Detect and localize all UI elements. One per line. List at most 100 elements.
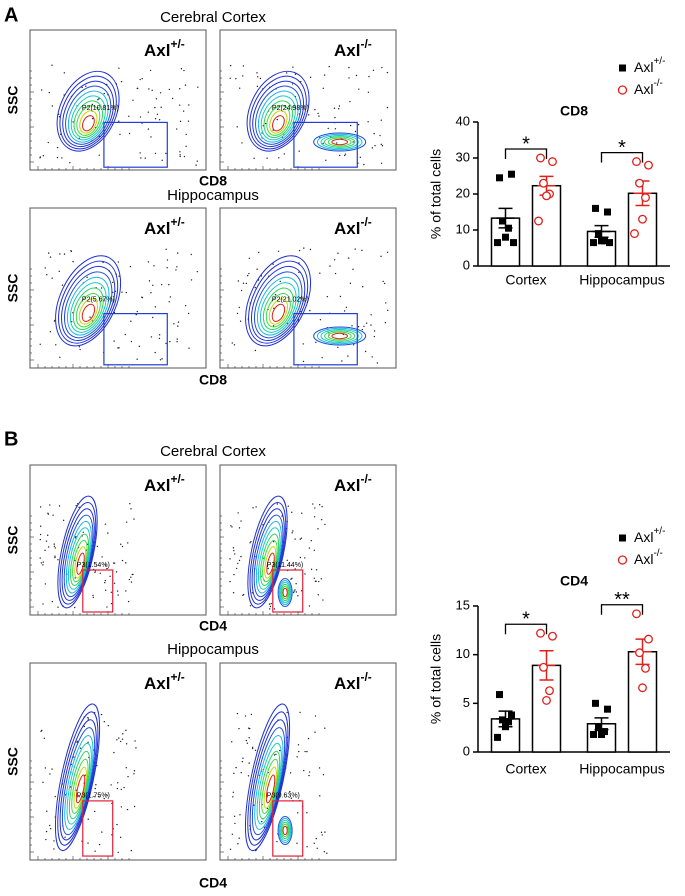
event-dot [294,73,297,75]
event-dot [232,547,235,549]
event-dot [333,107,336,109]
event-dot [381,145,384,147]
event-dot [247,727,250,729]
event-dot [242,65,245,67]
plot-frame [29,29,207,171]
event-dot [355,74,358,77]
event-dot [373,330,376,332]
event-dot [133,773,135,775]
event-dot [347,257,350,259]
event-dot [87,842,89,844]
event-dot [63,253,66,255]
event-dot [298,150,300,152]
contour [248,260,309,344]
plot-frame [219,464,397,616]
event-dot [125,521,128,523]
event-dot [326,852,328,854]
event-dot [235,78,237,80]
event-dot [349,124,352,127]
event-dot [166,259,169,261]
data-point [590,239,597,247]
event-dot [64,836,66,838]
event-dot [39,533,42,536]
event-dot [179,104,181,106]
event-dot [176,266,178,268]
data-point [505,718,512,726]
event-dot [343,310,346,312]
event-dot [231,342,233,344]
contour [266,105,291,136]
data-point [508,170,515,178]
plot-frame [29,662,207,861]
genotype-label-sup: +/- [170,472,184,486]
event-dot [230,525,232,527]
event-dot [269,605,272,608]
event-dot [44,583,47,585]
contour [278,579,292,606]
gate-label: P2(24.98%) [272,105,309,112]
event-dot [130,849,133,852]
event-dot [83,725,86,728]
event-dot [176,338,178,340]
event-dot [294,568,296,570]
event-dot [135,313,137,316]
event-dot [119,740,122,743]
event-dot [364,350,367,353]
event-dot [155,98,158,100]
event-dot [188,347,190,349]
data-point [598,237,605,245]
event-dot [278,157,280,159]
event-dot [118,275,120,277]
event-dot [294,589,296,591]
event-dot [267,567,269,570]
contour [324,136,356,148]
event-dot [105,564,107,566]
event-dot [121,559,124,562]
event-dot [87,716,89,719]
genotype-label: Axl-/- [334,472,372,495]
contour [256,742,282,825]
event-dot [152,284,154,287]
event-dot [277,250,280,252]
event-dot [85,85,87,87]
event-dot [315,341,317,344]
event-dot [52,514,54,516]
event-dot [49,827,52,830]
event-dot [94,571,96,574]
event-dot [349,100,351,103]
event-dot [49,824,51,827]
event-dot [130,576,132,578]
contour [262,539,278,583]
event-dot [266,157,268,159]
event-dot [161,159,163,162]
event-dot [256,72,258,74]
contour [264,546,277,579]
event-dot [154,152,157,155]
event-dot [357,325,360,328]
event-dot [45,830,48,833]
event-dot [74,577,76,579]
data-point [499,217,506,225]
event-dot [236,126,238,128]
event-dot [179,154,181,156]
event-dot [98,843,101,846]
chart-title: CD8 [560,103,588,119]
event-dot [380,119,382,121]
data-point [494,733,501,741]
event-dot [128,132,131,135]
event-dot [319,272,321,274]
event-dot [94,810,96,813]
event-dot [150,136,152,138]
event-dot [87,741,89,744]
plot-frame [29,464,207,616]
event-dot [133,770,136,772]
event-dot [344,153,347,155]
event-dot [379,134,381,137]
event-dot [285,72,288,74]
row-title: Hippocampus [167,641,259,658]
genotype-label-sup: +/- [170,215,184,229]
event-dot [248,762,250,764]
event-dot [120,806,123,808]
event-dot [74,606,76,609]
event-dot [229,848,232,850]
